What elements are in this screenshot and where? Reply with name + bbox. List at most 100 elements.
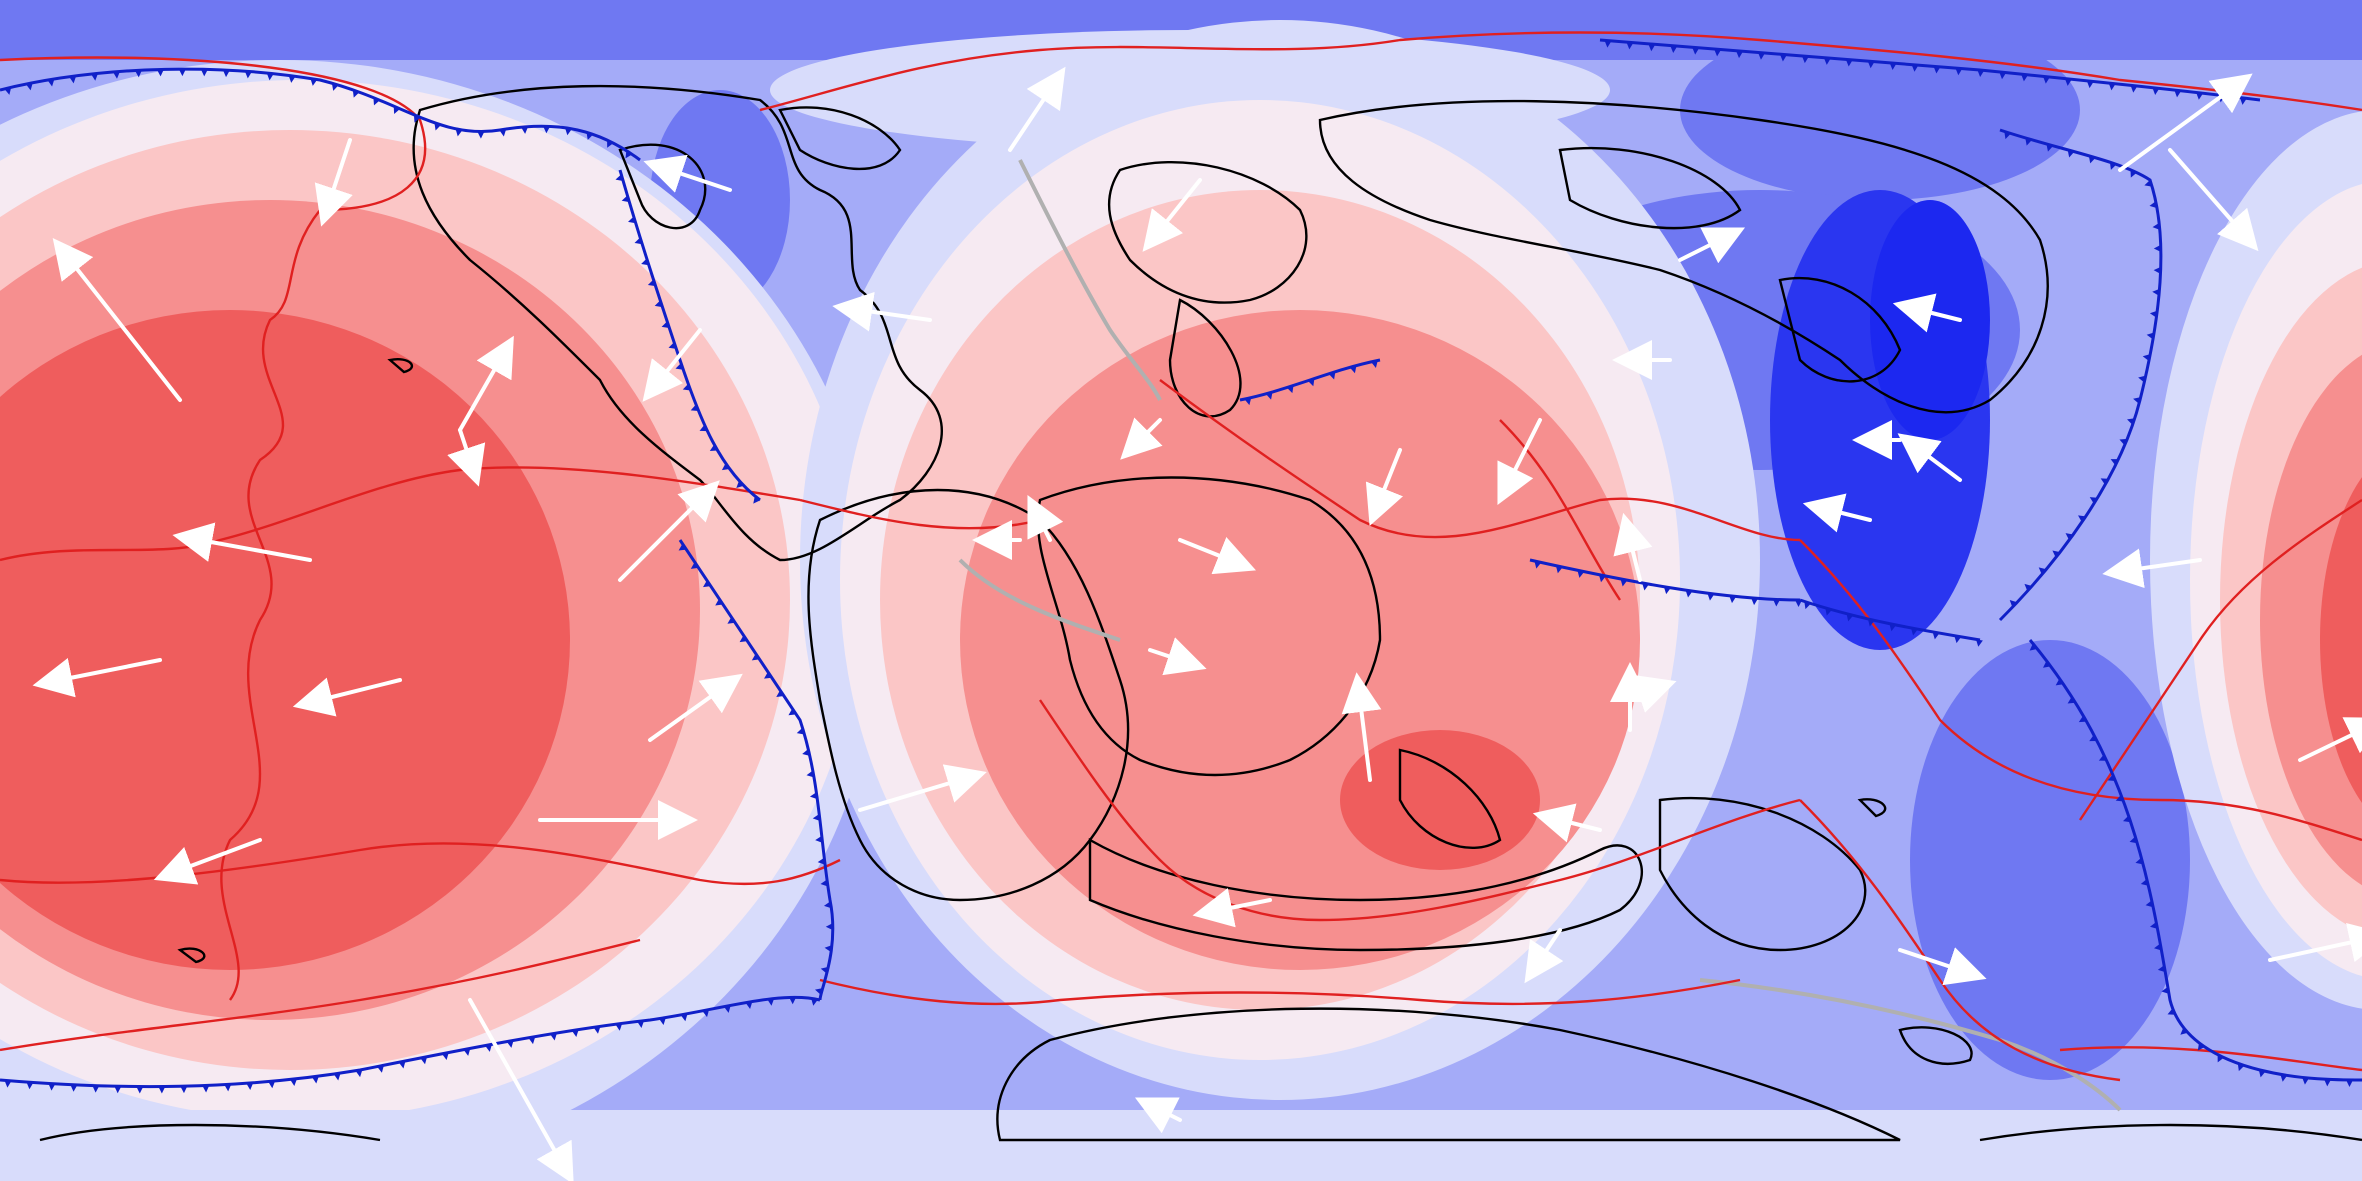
velocity-arrow-icon [1192, 888, 1272, 928]
velocity-arrow-icon [1120, 417, 1163, 460]
subduction-triangle-icon [565, 127, 572, 136]
subduction-triangle-icon [1845, 59, 1853, 67]
subduction-triangle-icon [2064, 78, 2072, 86]
velocity-arrow-icon [314, 138, 353, 227]
subduction-triangle-icon [1773, 599, 1781, 607]
subduction-triangle-icon [2107, 774, 2116, 781]
subduction-triangle-icon [463, 1048, 471, 1056]
subduction-triangle-icon [641, 258, 649, 266]
subduction-triangle-icon [2280, 1074, 2288, 1082]
subduction-triangle-icon [814, 988, 823, 995]
subduction-triangle-icon [1889, 623, 1897, 632]
velocity-arrow-icon [832, 291, 932, 332]
velocity-arrow-icon [2268, 923, 2362, 963]
subduction-triangle-icon [739, 635, 748, 643]
subduction-triangle-icon [1910, 627, 1918, 636]
velocity-arrow-icon [1134, 1097, 1182, 1134]
subduction-triangle-icon [1692, 47, 1700, 55]
subduction-triangle-icon [310, 78, 318, 86]
subduction-triangle-icon [1626, 42, 1634, 50]
subduction-triangle-icon [477, 131, 485, 139]
subduction-triangle-icon [1244, 397, 1252, 406]
subduction-triangle-icon [820, 879, 828, 887]
velocity-arrow-icon [1142, 178, 1202, 252]
subduction-triangle-icon [92, 1085, 100, 1093]
subduction-triangle-icon [1999, 71, 2007, 80]
velocity-arrow-icon [172, 522, 312, 562]
subduction-triangle-icon [2021, 74, 2029, 82]
velocity-arrow-icon [1178, 536, 1256, 575]
velocity-arrow-icon [1008, 66, 1066, 152]
subduction-triangle-icon [2078, 515, 2086, 523]
velocity-arrow-icon [1027, 494, 1064, 542]
subduction-triangle-icon [806, 770, 815, 778]
subduction-triangle-icon [112, 71, 120, 79]
velocity-arrow-icon [858, 764, 987, 812]
subduction-triangle-icon [244, 71, 252, 79]
subduction-triangle-icon [499, 129, 507, 137]
subduction-triangle-icon [91, 73, 99, 81]
subduction-triangle-icon [2067, 149, 2075, 158]
subduction-triangle-icon [1370, 360, 1378, 369]
subduction-triangle-icon [721, 463, 730, 471]
velocity-arrow-icon [458, 335, 514, 432]
subduction-triangle-icon [654, 300, 663, 308]
subduction-triangle-icon [680, 1013, 688, 1022]
subduction-triangle-icon [2024, 583, 2033, 592]
subduction-triangle-icon [1286, 385, 1294, 394]
subduction-triangle-icon [528, 1036, 536, 1045]
subduction-triangle-icon [26, 1082, 34, 1090]
subduction-triangle-icon [224, 1084, 232, 1092]
subduction-triangle-icon [2196, 92, 2204, 100]
subduction-triangle-icon [158, 1086, 166, 1094]
subduction-triangle-icon [753, 495, 761, 504]
subduction-triangle-icon [2153, 244, 2161, 252]
subduction-triangle-icon [637, 1020, 645, 1029]
subduction-triangle-icon [246, 1082, 254, 1091]
subduction-triangle-icon [506, 1040, 514, 1048]
subduction-triangle-icon [2237, 1063, 2245, 1072]
subduction-triangle-icon [1328, 371, 1336, 380]
subduction-triangle-icon [658, 1017, 666, 1026]
subduction-triangle-icon [2052, 550, 2061, 558]
subduction-triangle-icon [1804, 601, 1811, 610]
subduction-triangle-icon [70, 1084, 78, 1092]
subduction-triangle-icon [2152, 288, 2160, 296]
subduction-triangle-icon [812, 814, 821, 821]
subduction-triangle-icon [825, 923, 833, 931]
subduction-triangle-icon [2089, 497, 2098, 504]
subduction-triangle-icon [1736, 50, 1744, 59]
velocity-arrow-icon [1497, 418, 1542, 506]
subduction-triangle-icon [2100, 478, 2109, 485]
subduction-triangle-icon [1825, 607, 1833, 616]
subduction-triangle-icon [802, 749, 810, 756]
subduction-triangle-icon [668, 342, 677, 349]
subduction-triangle-icon [820, 966, 829, 974]
subduction-triangle-icon [823, 901, 832, 909]
subduction-triangle-icon [815, 835, 823, 843]
subduction-triangle-icon [355, 1069, 363, 1078]
subduction-triangle-icon [2110, 459, 2119, 466]
subduction-triangle-icon [1534, 560, 1542, 569]
velocity-arrow-icon [32, 658, 162, 698]
subduction-triangle-icon [373, 97, 380, 106]
subduction-triangle-icon [1648, 43, 1656, 52]
subduction-triangle-icon [352, 89, 360, 98]
subduction-triangle-icon [266, 73, 274, 81]
velocity-arrow-icon [642, 328, 702, 402]
subduction-triangle-icon [1307, 378, 1315, 387]
subduction-triangle-icon [1670, 45, 1678, 53]
subduction-triangle-icon [2145, 900, 2154, 908]
subduction-triangle-icon [2043, 76, 2050, 84]
subduction-triangle-icon [2067, 696, 2076, 704]
subduction-triangle-icon [1932, 631, 1940, 640]
subduction-triangle-icon [764, 671, 772, 679]
subduction-triangle-icon [702, 1009, 710, 1018]
subduction-triangle-icon [1642, 582, 1650, 591]
subduction-triangle-icon [1954, 635, 1962, 644]
subduction-triangle-icon [2038, 567, 2047, 575]
subduction-triangle-icon [2302, 1077, 2310, 1085]
subduction-triangle-icon [2029, 643, 2038, 651]
